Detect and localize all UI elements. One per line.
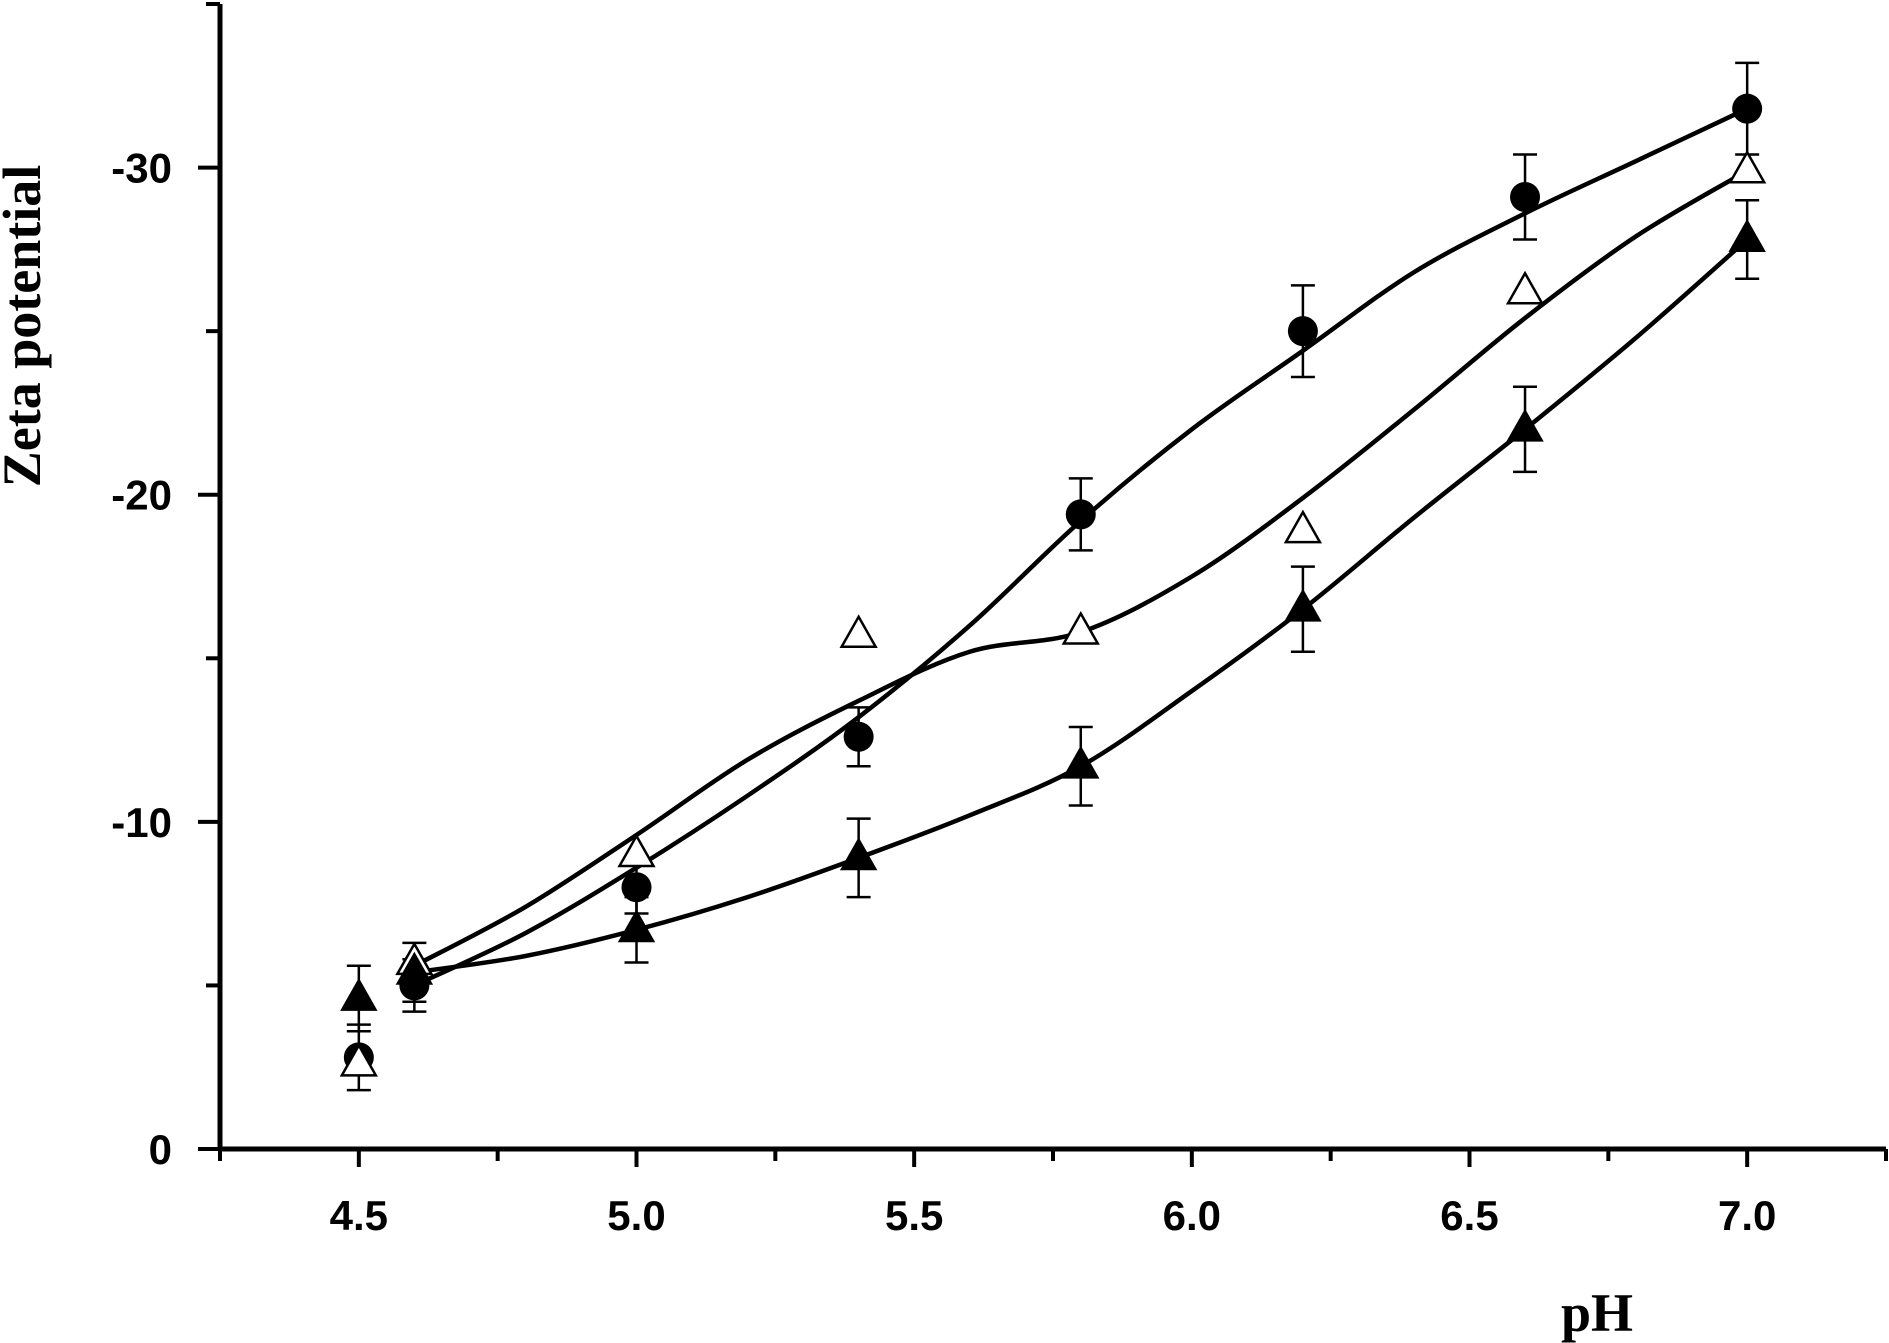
fit-curve-series-2 bbox=[413, 168, 1749, 968]
x-tick-label: 6.0 bbox=[1163, 1192, 1221, 1239]
x-tick-label: 4.5 bbox=[330, 1192, 388, 1239]
x-axis-title: pH bbox=[1561, 1283, 1633, 1343]
point-open-triangle bbox=[339, 1042, 378, 1077]
point-open-triangle bbox=[1728, 149, 1767, 184]
point-filled-triangle bbox=[1062, 745, 1100, 779]
x-tick-label: 6.5 bbox=[1440, 1192, 1498, 1239]
point-filled-circle bbox=[1065, 499, 1096, 530]
ticks: 4.5 5.0 5.5 6.0 6.5 7.0 0 -10 -20 -30 bbox=[111, 2, 1888, 1239]
x-tick-label: 5.5 bbox=[885, 1192, 943, 1239]
data-markers bbox=[339, 93, 1767, 1077]
point-filled-circle bbox=[843, 721, 874, 752]
point-filled-circle bbox=[621, 872, 652, 903]
y-tick-label: -30 bbox=[111, 145, 172, 192]
fit-curve-series-3 bbox=[414, 237, 1749, 975]
error-bars bbox=[346, 61, 1760, 1092]
point-filled-triangle bbox=[395, 951, 434, 985]
point-open-triangle bbox=[839, 614, 878, 649]
point-filled-circle bbox=[1287, 316, 1318, 347]
y-tick-label: -20 bbox=[111, 472, 172, 519]
x-tick-label: 7.0 bbox=[1718, 1192, 1776, 1239]
point-filled-triangle bbox=[340, 977, 378, 1011]
axes bbox=[217, 4, 1886, 1152]
point-open-triangle bbox=[1283, 509, 1323, 544]
point-filled-triangle bbox=[839, 837, 878, 871]
y-tick-label: 0 bbox=[149, 1126, 172, 1173]
point-open-triangle bbox=[1061, 610, 1100, 645]
point-filled-triangle bbox=[617, 909, 656, 943]
x-tick-label: 5.0 bbox=[607, 1192, 665, 1239]
point-filled-triangle bbox=[1506, 408, 1544, 442]
y-axis-title: Zeta potential bbox=[0, 165, 52, 487]
point-filled-triangle bbox=[1728, 218, 1766, 252]
y-tick-label: -10 bbox=[111, 799, 172, 846]
point-open-triangle bbox=[1505, 270, 1545, 305]
point-open-triangle bbox=[617, 833, 656, 868]
point-filled-triangle bbox=[1284, 588, 1322, 622]
point-filled-circle bbox=[1510, 182, 1541, 213]
point-filled-circle bbox=[1732, 93, 1763, 124]
